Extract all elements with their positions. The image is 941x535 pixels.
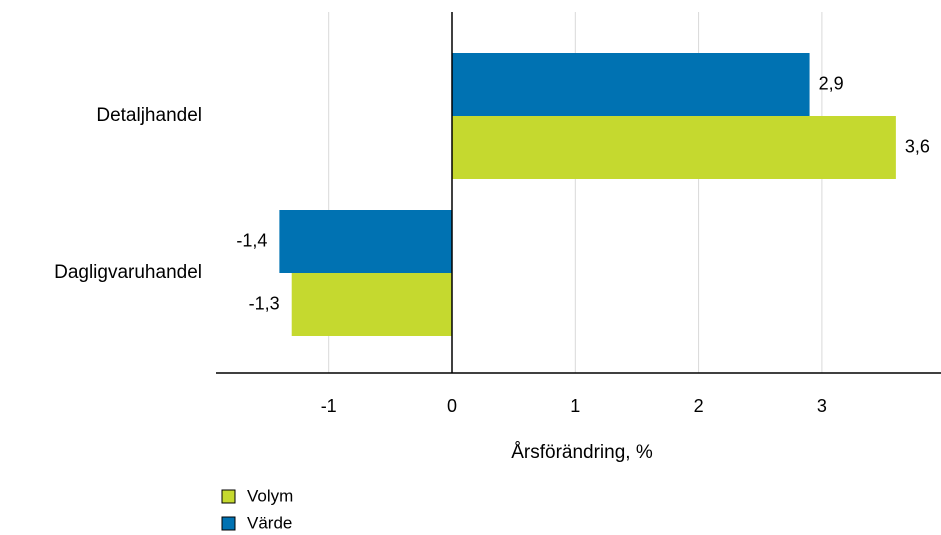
bar-v-rde-1 bbox=[279, 210, 452, 273]
labels: -1 0 1 2 3 2,9 -1,4 3,6 -1,3 Detaljhandel Dagligva… bbox=[54, 73, 930, 416]
legend-label-volym: Volym bbox=[247, 486, 293, 505]
legend-swatch-varde bbox=[221, 516, 236, 531]
legend-item-varde: Värde bbox=[221, 513, 292, 532]
legend: Volym Värde bbox=[221, 486, 293, 532]
legend-swatch-volym bbox=[221, 489, 236, 504]
x-tick-label: 2 bbox=[694, 396, 704, 416]
category-label: Detaljhandel bbox=[96, 105, 202, 126]
legend-label-varde: Värde bbox=[247, 513, 292, 532]
axes bbox=[216, 12, 941, 374]
bar-v-rde-0 bbox=[452, 53, 810, 116]
x-tick-label: 0 bbox=[447, 396, 457, 416]
category-label: Dagligvaruhandel bbox=[54, 262, 202, 283]
data-label: 2,9 bbox=[819, 73, 844, 93]
data-label: -1,4 bbox=[236, 230, 267, 250]
legend-item-volym: Volym bbox=[221, 486, 293, 505]
bar-volym-0 bbox=[452, 116, 896, 179]
x-tick-label: 3 bbox=[817, 396, 827, 416]
data-label: 3,6 bbox=[905, 136, 930, 156]
x-axis-title: Årsförändring, % bbox=[511, 442, 653, 463]
data-label: -1,3 bbox=[249, 293, 280, 313]
x-tick-label: -1 bbox=[321, 396, 337, 416]
x-tick-label: 1 bbox=[570, 396, 580, 416]
bars bbox=[279, 53, 896, 336]
bar-volym-1 bbox=[291, 273, 452, 336]
